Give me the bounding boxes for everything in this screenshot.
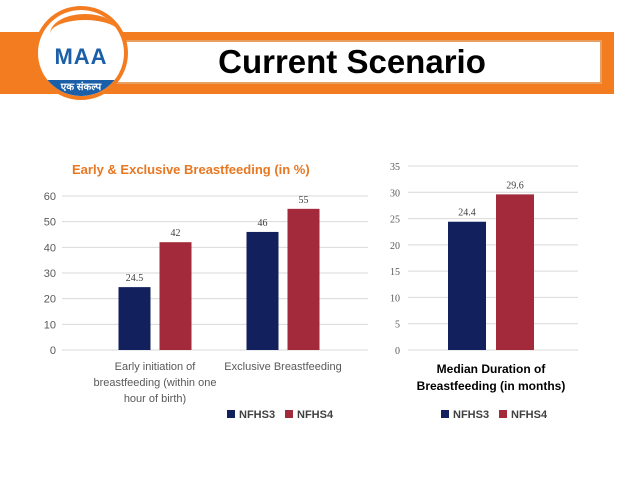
y-tick-label: 40 bbox=[44, 242, 56, 254]
data-label: 24.5 bbox=[126, 273, 144, 284]
y-tick-label: 50 bbox=[44, 217, 56, 229]
y-tick-label: 25 bbox=[390, 215, 400, 226]
bar-nfhs4 bbox=[287, 208, 320, 350]
legend-entry: NFHS3 bbox=[453, 409, 489, 421]
data-label: 42 bbox=[171, 228, 181, 239]
data-label: 24.4 bbox=[458, 208, 476, 219]
bar-nfhs4 bbox=[496, 194, 534, 350]
maa-logo: MAA एक संकल्प bbox=[34, 6, 128, 100]
logo-tagline: एक संकल्प bbox=[44, 80, 118, 96]
chart-title: Early & Exclusive Breastfeeding (in %) bbox=[72, 162, 310, 177]
y-tick-label: 15 bbox=[390, 267, 400, 278]
legend-entry: NFHS4 bbox=[511, 409, 548, 421]
y-tick-label: 0 bbox=[50, 345, 56, 357]
y-tick-label: 20 bbox=[390, 241, 400, 252]
y-tick-label: 30 bbox=[44, 268, 56, 280]
legend-entry: NFHS3 bbox=[239, 409, 275, 421]
x-category-label: Early initiation of bbox=[115, 361, 197, 373]
legend-swatch bbox=[285, 410, 293, 418]
data-label: 55 bbox=[299, 195, 309, 206]
y-tick-label: 30 bbox=[390, 188, 400, 199]
bar-nfhs3 bbox=[118, 287, 151, 350]
y-tick-label: 35 bbox=[390, 162, 400, 173]
data-label: 46 bbox=[258, 218, 268, 229]
x-category-label: Exclusive Breastfeeding bbox=[224, 361, 341, 373]
logo-swoosh-icon bbox=[50, 14, 120, 54]
logo-text: MAA bbox=[54, 44, 108, 69]
x-category-label: hour of birth) bbox=[124, 393, 186, 405]
bar-nfhs3 bbox=[448, 221, 486, 350]
bar-nfhs4 bbox=[159, 242, 192, 350]
legend-swatch bbox=[499, 410, 507, 418]
slide-title: Current Scenario bbox=[218, 43, 486, 80]
title-box bbox=[106, 40, 602, 84]
data-label: 29.6 bbox=[506, 180, 524, 191]
x-category-label: Median Duration of bbox=[437, 362, 547, 376]
x-category-label: breastfeeding (within one bbox=[94, 377, 217, 389]
legend-swatch bbox=[441, 410, 449, 418]
legend-swatch bbox=[227, 410, 235, 418]
y-tick-label: 10 bbox=[44, 319, 56, 331]
y-tick-label: 20 bbox=[44, 294, 56, 306]
y-tick-label: 0 bbox=[395, 346, 400, 357]
y-tick-label: 60 bbox=[44, 191, 56, 203]
bar-nfhs3 bbox=[246, 231, 279, 350]
y-tick-label: 5 bbox=[395, 320, 400, 331]
y-tick-label: 10 bbox=[390, 293, 400, 304]
legend-entry: NFHS4 bbox=[297, 409, 334, 421]
x-category-label: Breastfeeding (in months) bbox=[417, 379, 566, 393]
